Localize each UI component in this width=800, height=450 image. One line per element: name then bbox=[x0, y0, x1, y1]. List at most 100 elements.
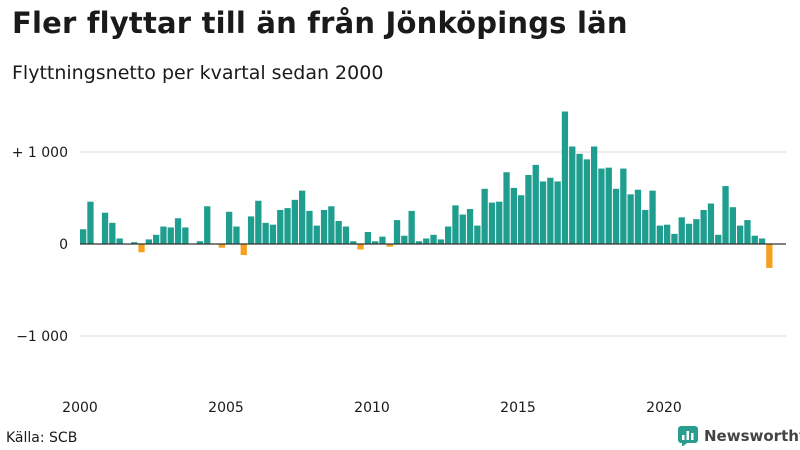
bar bbox=[131, 242, 138, 244]
y-tick-label: + 1 000 bbox=[12, 145, 68, 161]
bar bbox=[415, 241, 423, 244]
bar bbox=[284, 208, 291, 244]
bar bbox=[247, 216, 255, 244]
bar bbox=[591, 146, 598, 244]
bar bbox=[226, 211, 233, 244]
bar bbox=[627, 194, 634, 244]
y-tick-label: 0 bbox=[59, 237, 68, 253]
bar bbox=[722, 186, 729, 244]
x-axis-tick-labels: 2000 2005 2010 2015 2020 bbox=[62, 400, 682, 416]
bar bbox=[386, 244, 393, 247]
bar bbox=[357, 244, 364, 250]
bar bbox=[642, 209, 649, 244]
brand-logo[interactable]: Newsworthy bbox=[678, 426, 800, 446]
bar bbox=[87, 201, 94, 244]
bar bbox=[634, 189, 642, 244]
bar bbox=[503, 172, 510, 244]
bar bbox=[393, 220, 401, 244]
bar bbox=[671, 233, 678, 244]
bar bbox=[598, 168, 605, 244]
bar bbox=[510, 187, 517, 244]
bar bbox=[306, 210, 313, 244]
bar bbox=[649, 190, 656, 244]
bar bbox=[408, 210, 415, 244]
bar bbox=[766, 244, 773, 268]
gridlines bbox=[80, 151, 786, 337]
bar bbox=[182, 227, 189, 244]
bar bbox=[138, 244, 145, 253]
bar bbox=[758, 238, 766, 244]
bar bbox=[233, 226, 240, 244]
bar bbox=[700, 209, 707, 244]
source-note: Källa: SCB bbox=[6, 430, 78, 446]
bar bbox=[620, 168, 627, 244]
bar bbox=[737, 225, 744, 244]
bar bbox=[320, 209, 328, 244]
bar bbox=[744, 220, 751, 244]
bar bbox=[678, 217, 685, 244]
bar bbox=[218, 244, 225, 248]
bar bbox=[729, 207, 736, 244]
bar bbox=[262, 222, 269, 244]
chart-subtitle: Flyttningsnetto per kvartal sedan 2000 bbox=[12, 62, 384, 84]
x-tick-label: 2000 bbox=[62, 400, 98, 416]
brand-name: Newsworthy bbox=[704, 427, 800, 445]
bar bbox=[445, 226, 452, 244]
x-tick-label: 2010 bbox=[354, 400, 390, 416]
bar bbox=[612, 188, 620, 244]
bar bbox=[452, 205, 459, 244]
bar bbox=[101, 212, 109, 244]
bar bbox=[313, 225, 320, 244]
bar bbox=[693, 219, 700, 244]
bar bbox=[707, 203, 715, 244]
bar bbox=[269, 224, 277, 244]
bar bbox=[496, 201, 503, 244]
bar bbox=[518, 195, 525, 244]
bar bbox=[547, 177, 554, 244]
x-tick-label: 2005 bbox=[208, 400, 244, 416]
bar bbox=[277, 209, 284, 244]
bar bbox=[342, 226, 350, 244]
bar bbox=[685, 223, 693, 244]
bar bbox=[466, 209, 474, 244]
bar bbox=[605, 167, 612, 244]
x-tick-label: 2015 bbox=[500, 400, 536, 416]
bar bbox=[569, 146, 576, 244]
bar bbox=[255, 200, 262, 244]
bar bbox=[335, 221, 342, 244]
y-tick-label: −1 000 bbox=[16, 329, 68, 345]
bar bbox=[488, 202, 496, 244]
bar bbox=[423, 238, 430, 244]
bar bbox=[174, 218, 182, 244]
bar bbox=[299, 190, 306, 244]
x-tick-label: 2020 bbox=[646, 400, 682, 416]
bar bbox=[474, 225, 481, 244]
bar bbox=[379, 236, 386, 244]
bar bbox=[751, 235, 758, 244]
bar bbox=[328, 206, 335, 244]
newsworthy-logo-icon bbox=[678, 426, 698, 446]
bar bbox=[583, 159, 590, 244]
bar bbox=[554, 181, 561, 244]
bar bbox=[116, 238, 123, 244]
bar bbox=[80, 229, 87, 244]
bar bbox=[715, 234, 722, 244]
bar bbox=[372, 241, 379, 244]
bar bbox=[561, 111, 569, 245]
bar bbox=[153, 234, 160, 244]
bar bbox=[145, 239, 152, 244]
bar bbox=[459, 214, 466, 244]
bar bbox=[656, 225, 663, 244]
bar bbox=[539, 181, 547, 244]
y-axis-tick-labels: + 1 000 0 −1 000 bbox=[12, 145, 68, 345]
chart-title: Fler flyttar till än från Jönköpings län bbox=[12, 6, 628, 40]
bar bbox=[401, 235, 408, 244]
bar bbox=[160, 226, 167, 244]
bar bbox=[664, 224, 671, 244]
bar bbox=[576, 153, 583, 244]
bar bbox=[430, 234, 437, 244]
bar bbox=[364, 232, 371, 244]
bar bbox=[204, 206, 211, 244]
bar bbox=[532, 164, 539, 244]
